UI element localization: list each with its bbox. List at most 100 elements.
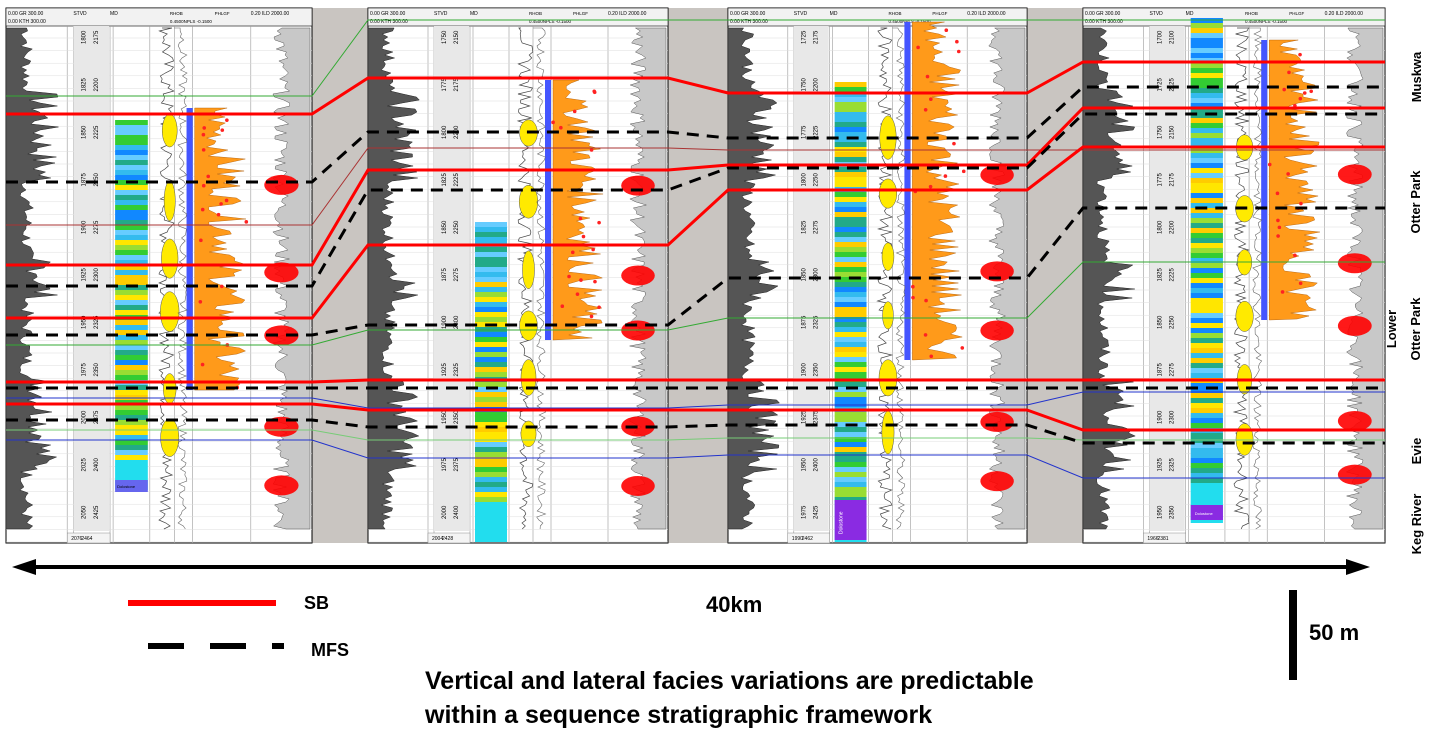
lithology-bed bbox=[1190, 313, 1223, 318]
lithology-bed bbox=[115, 175, 148, 180]
data-point bbox=[1298, 96, 1303, 101]
lithology-bed bbox=[115, 410, 148, 415]
dolostone-bed bbox=[1190, 505, 1223, 520]
stvd-tick: 1950 bbox=[1158, 505, 1164, 519]
md-track bbox=[434, 26, 469, 531]
lithology-bed bbox=[475, 427, 507, 432]
data-point bbox=[225, 118, 229, 122]
lithology-bed bbox=[475, 357, 507, 362]
data-point bbox=[589, 148, 594, 152]
lithology-bed bbox=[1190, 413, 1223, 418]
lithology-bed bbox=[1190, 223, 1223, 228]
lithology-bed bbox=[834, 382, 867, 387]
stvd-tick: 1800 bbox=[802, 172, 808, 186]
stvd-tick: 1950 bbox=[82, 315, 88, 329]
lithology-bed bbox=[475, 457, 507, 462]
md-tick: 2300 bbox=[454, 315, 460, 329]
md-tick: 2175 bbox=[814, 30, 820, 44]
md-tick: 2250 bbox=[814, 172, 820, 186]
data-point bbox=[929, 97, 933, 101]
vertical-scale-bar bbox=[1289, 590, 1297, 680]
md-tick: 2325 bbox=[454, 362, 460, 376]
lithology-bed bbox=[1190, 238, 1223, 243]
neutron-curve bbox=[516, 27, 534, 530]
lithology-bed bbox=[834, 247, 867, 252]
stvd-tick: 1900 bbox=[802, 362, 808, 376]
lithology-bed bbox=[475, 222, 507, 227]
stvd-tick: 1875 bbox=[802, 315, 808, 329]
lithology-bed bbox=[115, 430, 148, 435]
data-point bbox=[952, 141, 956, 146]
blue-baseline bbox=[1261, 40, 1268, 320]
resistivity-spike bbox=[980, 164, 1014, 185]
stvd-tick: 1800 bbox=[1158, 220, 1164, 234]
stvd-tick: 1975 bbox=[442, 457, 448, 471]
lithology-bed bbox=[834, 227, 867, 232]
header-md: MD bbox=[1186, 11, 1194, 17]
lithology-bed bbox=[834, 327, 867, 332]
data-point bbox=[955, 39, 959, 44]
resistivity-spike bbox=[621, 416, 655, 437]
data-point bbox=[597, 305, 601, 310]
lithology-bed bbox=[115, 345, 148, 350]
md-tick: 2225 bbox=[454, 172, 460, 186]
lithology-bed bbox=[1190, 98, 1223, 103]
lithology-bed bbox=[1190, 498, 1223, 503]
lithology-bed bbox=[834, 197, 867, 202]
lithology-bed bbox=[475, 317, 507, 322]
header-npls: 0.4500NPLS -0.1500 bbox=[1245, 19, 1288, 24]
label-lower: Lower bbox=[1384, 309, 1399, 349]
stvd-tick: 1925 bbox=[82, 267, 88, 281]
stvd-tick: 1775 bbox=[442, 77, 448, 91]
panel-gap-2 bbox=[668, 8, 728, 543]
stvd-tick: 1750 bbox=[802, 77, 808, 91]
lithology-bed bbox=[115, 200, 148, 205]
stvd-tick: 1750 bbox=[1158, 125, 1164, 139]
lithology-bed bbox=[1190, 218, 1223, 223]
stvd-tick: 2050 bbox=[82, 505, 88, 519]
data-point bbox=[960, 346, 965, 350]
dolostone-label: Dolostone bbox=[1195, 511, 1214, 516]
lithology-bed bbox=[834, 442, 867, 447]
lithology-bed bbox=[1190, 448, 1223, 453]
lithology-bed bbox=[475, 347, 507, 352]
lithology-bed bbox=[1190, 473, 1223, 478]
data-point bbox=[200, 207, 205, 212]
lithology-bed bbox=[1190, 173, 1223, 178]
lithology-bed bbox=[1190, 198, 1223, 203]
lithology-bed bbox=[834, 357, 867, 362]
lithology-bed bbox=[1190, 193, 1223, 198]
header-gr: 0.00 GR 300.00 bbox=[8, 11, 44, 17]
sb-line bbox=[6, 402, 1385, 432]
blue-baseline bbox=[186, 108, 193, 390]
lithology-bed bbox=[834, 312, 867, 317]
lithology-bed bbox=[115, 145, 148, 150]
label-otter-park: Otter Park bbox=[1408, 170, 1423, 234]
lithology-bed bbox=[115, 365, 148, 370]
header-ild: 0.20 ILD 2000.00 bbox=[251, 11, 290, 17]
md-tick: 2400 bbox=[814, 457, 820, 471]
lithology-bed bbox=[1190, 178, 1223, 183]
data-point bbox=[925, 74, 930, 79]
resistivity-spike bbox=[1337, 315, 1372, 336]
stvd-tick: 1800 bbox=[442, 125, 448, 139]
lithology-bed bbox=[115, 415, 148, 420]
md-tick: 2425 bbox=[94, 505, 100, 519]
lithology-bed bbox=[834, 317, 867, 322]
md-tick: 2350 bbox=[94, 362, 100, 376]
header-kth: 0.00 KTH 300.00 bbox=[730, 19, 768, 25]
stvd-tick: 1975 bbox=[82, 362, 88, 376]
lithology-bed bbox=[115, 120, 148, 125]
lithology-bed bbox=[475, 257, 507, 262]
lithology-bed bbox=[115, 205, 148, 210]
lithology-bed bbox=[115, 275, 148, 280]
lithology-bed bbox=[1190, 233, 1223, 238]
sb-legend-label: SB bbox=[304, 593, 330, 613]
porosity-fill bbox=[520, 420, 537, 447]
data-point bbox=[206, 174, 211, 179]
data-point bbox=[1287, 70, 1291, 75]
md-tick: 2300 bbox=[94, 267, 100, 281]
data-point bbox=[572, 109, 577, 114]
lithology-bed bbox=[1190, 63, 1223, 68]
stvd-tick: 2000 bbox=[442, 505, 448, 519]
